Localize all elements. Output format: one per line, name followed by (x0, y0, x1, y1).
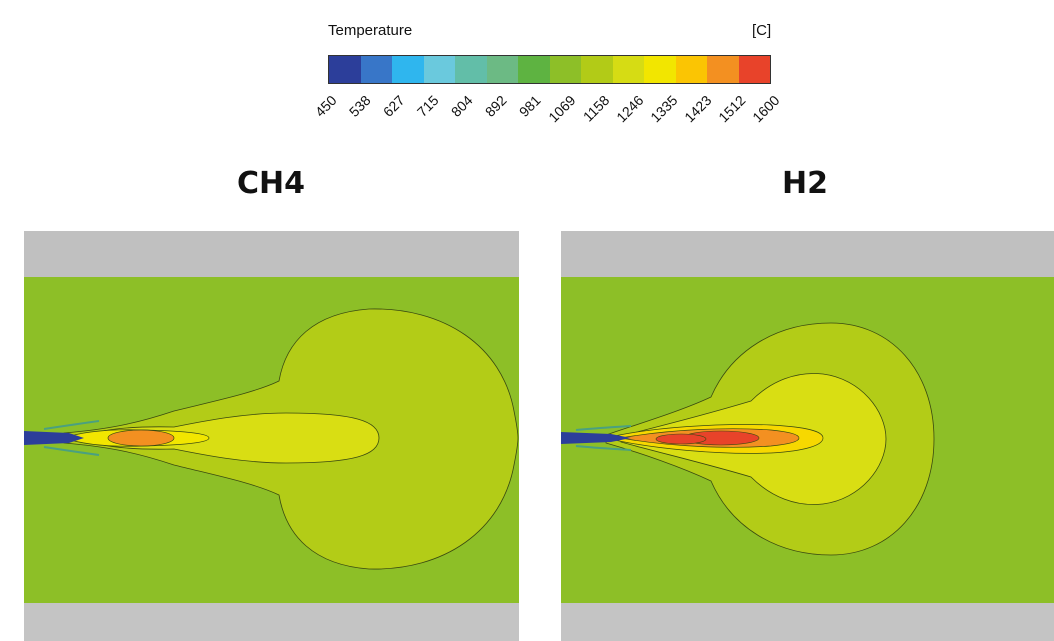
contour-region-1512 (107, 429, 175, 447)
wall-top (24, 231, 519, 277)
legend-swatch (581, 56, 613, 83)
nozzle-edge-contours (575, 425, 632, 451)
legend-tick-label: 1335 (646, 92, 681, 126)
legend-tick-label: 627 (379, 92, 408, 120)
wall-top (561, 231, 1054, 277)
legend-swatch (612, 56, 644, 83)
legend-tick-label: 450 (311, 92, 340, 120)
legend-swatch (392, 56, 424, 83)
legend-tick-label: 1069 (544, 92, 579, 126)
legend-swatch (486, 56, 518, 83)
legend-swatch (518, 56, 550, 83)
wall-bottom (24, 603, 519, 641)
legend-swatch (423, 56, 455, 83)
nozzle-jet (561, 432, 631, 444)
legend-tick-label: 1246 (612, 92, 647, 126)
legend-swatch (644, 56, 676, 83)
legend-swatch (549, 56, 581, 83)
contour-panel-ch4 (24, 231, 519, 641)
legend-swatch (675, 56, 707, 83)
color-legend-bar (328, 55, 771, 84)
legend-tick-label: 804 (448, 92, 476, 120)
legend-swatch (738, 56, 770, 83)
legend-tick-label: 1423 (680, 92, 715, 126)
legend-title: Temperature (328, 22, 413, 39)
panel-title-h2: H2 (782, 166, 828, 201)
wall-bottom (561, 603, 1054, 641)
legend-swatch (329, 56, 361, 83)
legend-tick-label: 1158 (579, 92, 613, 125)
legend-swatch (707, 56, 739, 83)
panel-title-ch4: CH4 (237, 166, 305, 201)
legend-tick-label: 538 (345, 92, 374, 120)
legend-unit: [C] (752, 22, 772, 39)
contour-region-1335 (78, 412, 380, 464)
nozzle-edge-contours (43, 420, 100, 456)
legend-tick-label: 981 (516, 92, 545, 120)
legend-tick-label: 1512 (715, 92, 749, 126)
contour-panel-h2 (561, 231, 1054, 641)
nozzle-jet (24, 431, 84, 445)
legend-tick-label: 1600 (749, 92, 783, 126)
legend-swatch (360, 56, 392, 83)
contour-region-1600-b (655, 433, 707, 445)
legend-tick-label: 715 (414, 92, 442, 120)
legend-swatch (455, 56, 487, 83)
legend-tick-label: 892 (482, 92, 511, 120)
